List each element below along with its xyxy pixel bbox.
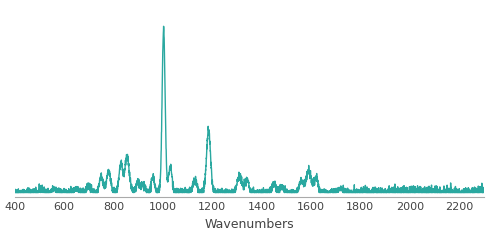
X-axis label: Wavenumbers: Wavenumbers [204,218,294,231]
